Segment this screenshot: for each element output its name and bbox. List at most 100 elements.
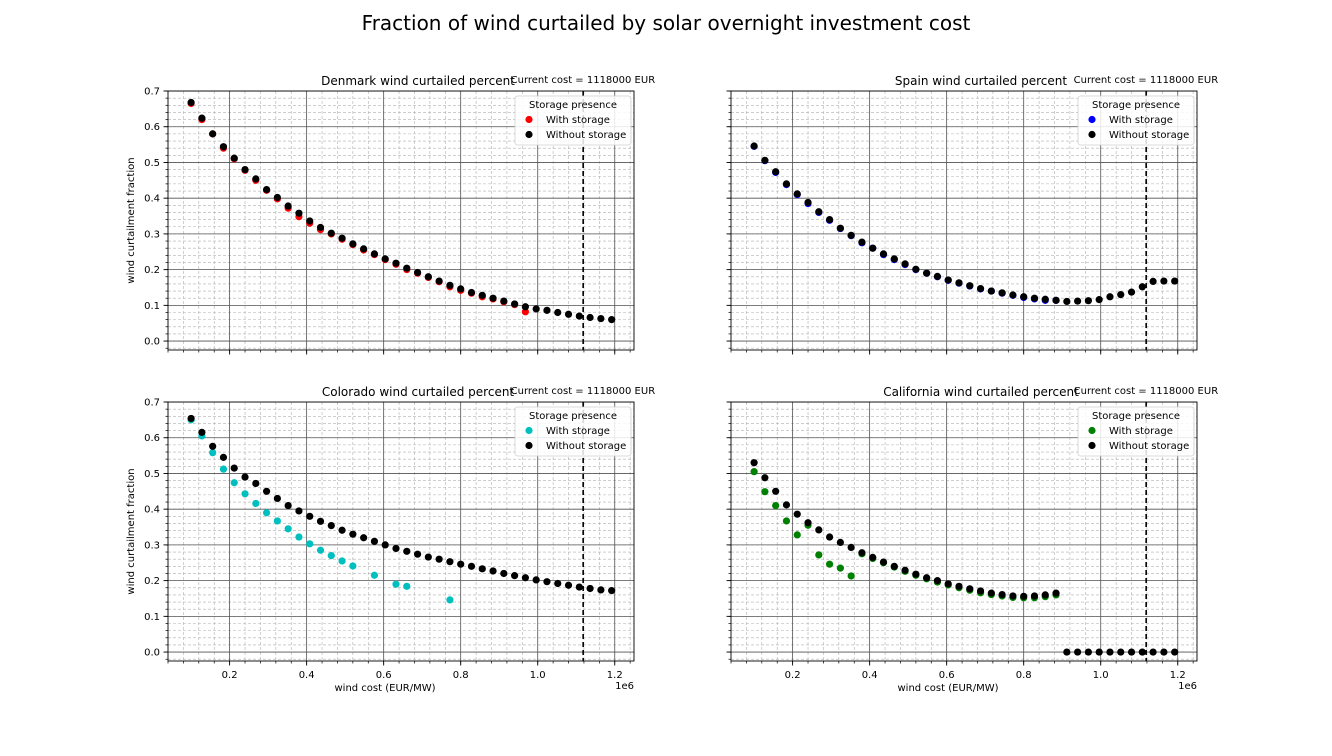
california-point-without-storage bbox=[1138, 648, 1146, 656]
denmark-point-without-storage bbox=[457, 285, 465, 293]
colorado-ylabel: wind curtailment fraction bbox=[126, 468, 137, 594]
spain-point-without-storage bbox=[804, 198, 812, 207]
denmark-legend-entry: Without storage bbox=[546, 130, 626, 141]
colorado-point-without-storage bbox=[316, 517, 325, 525]
colorado-xlabel: wind cost (EUR/MW) bbox=[334, 683, 435, 694]
colorado-point-without-storage bbox=[252, 479, 260, 488]
colorado-x-tick-label: 0.6 bbox=[376, 670, 392, 681]
california-point-without-storage bbox=[966, 585, 974, 593]
california-point-with-storage bbox=[815, 551, 823, 559]
spain-point-without-storage bbox=[1127, 288, 1136, 296]
colorado-point-without-storage bbox=[424, 553, 432, 561]
spain-point-without-storage bbox=[976, 284, 985, 293]
spain-point-without-storage bbox=[998, 289, 1006, 297]
denmark-point-without-storage bbox=[370, 250, 379, 258]
colorado-point-with-storage bbox=[230, 479, 238, 487]
colorado-y-tick-label: 0.1 bbox=[144, 612, 160, 623]
denmark-point-without-storage bbox=[306, 217, 314, 225]
denmark-point-without-storage bbox=[381, 255, 389, 263]
colorado-point-without-storage bbox=[381, 541, 389, 549]
denmark-point-without-storage bbox=[467, 288, 476, 297]
spain-point-without-storage bbox=[869, 244, 877, 252]
denmark-y-tick-label: 0.6 bbox=[144, 122, 160, 133]
denmark-point-without-storage bbox=[262, 185, 271, 194]
colorado-point-without-storage bbox=[511, 572, 519, 580]
spain-point-without-storage bbox=[1009, 291, 1017, 299]
denmark-point-without-storage bbox=[241, 165, 249, 174]
colorado-point-without-storage bbox=[500, 569, 508, 578]
figure-suptitle: Fraction of wind curtailed by solar over… bbox=[362, 11, 971, 35]
denmark-point-without-storage bbox=[349, 240, 357, 248]
colorado-point-without-storage bbox=[349, 530, 357, 538]
denmark-point-without-storage bbox=[511, 300, 519, 308]
spain-point-without-storage bbox=[987, 287, 995, 295]
spain-point-without-storage bbox=[1084, 297, 1092, 305]
spain-point-without-storage bbox=[1074, 297, 1082, 305]
spain-point-without-storage bbox=[1095, 296, 1103, 304]
denmark-point-without-storage bbox=[435, 277, 443, 285]
california-point-without-storage bbox=[923, 574, 931, 582]
colorado-point-without-storage bbox=[241, 473, 249, 481]
california-current-cost-annotation: Current cost = 1118000 EUR bbox=[1074, 386, 1219, 397]
california-point-with-storage bbox=[782, 517, 791, 525]
california-point-without-storage bbox=[750, 459, 758, 467]
denmark-point-without-storage bbox=[489, 294, 497, 302]
spain-legend-title: Storage presence bbox=[1092, 100, 1180, 111]
denmark-point-without-storage bbox=[219, 143, 228, 151]
colorado-point-with-storage bbox=[392, 580, 400, 588]
denmark-y-tick-label: 0.5 bbox=[144, 158, 160, 169]
california-point-without-storage bbox=[944, 580, 952, 588]
colorado-point-with-storage bbox=[209, 449, 217, 457]
colorado-y-tick-label: 0.4 bbox=[144, 505, 160, 516]
colorado-point-without-storage bbox=[370, 537, 379, 545]
colorado-legend-entry: With storage bbox=[546, 426, 610, 437]
california-point-without-storage bbox=[998, 590, 1006, 599]
spain-point-without-storage bbox=[1117, 291, 1125, 299]
spain-point-without-storage bbox=[1106, 293, 1114, 301]
spain-point-without-storage bbox=[890, 255, 898, 263]
colorado-legend: Storage presence With storage Without stor… bbox=[514, 406, 632, 457]
colorado-point-without-storage bbox=[413, 550, 422, 558]
colorado-point-without-storage bbox=[284, 502, 292, 510]
california-xlabel: wind cost (EUR/MW) bbox=[897, 683, 998, 694]
california-point-with-storage bbox=[772, 502, 780, 510]
spain-legend-entry: With storage bbox=[1109, 115, 1173, 126]
subplot-california: 0.2 0.4 0.6 0.8 1.0 1.2 California wind curtai… bbox=[726, 385, 1219, 694]
colorado-point-with-storage bbox=[262, 509, 271, 517]
california-point-with-storage bbox=[750, 468, 758, 476]
california-point-without-storage bbox=[1117, 648, 1125, 656]
denmark-y-tick-label: 0.0 bbox=[144, 337, 160, 348]
denmark-title: Denmark wind curtailed percent bbox=[321, 74, 515, 88]
california-title: California wind curtailed percent bbox=[883, 385, 1079, 399]
colorado-point-without-storage bbox=[586, 584, 594, 593]
colorado-legend-entry: Without storage bbox=[546, 441, 626, 452]
spain-current-cost-annotation: Current cost = 1118000 EUR bbox=[1074, 75, 1219, 86]
spain-ticks bbox=[726, 90, 1194, 355]
denmark-point-without-storage bbox=[273, 193, 281, 202]
spain-point-without-storage bbox=[793, 190, 801, 198]
california-legend: Storage presence With storage Without stor… bbox=[1077, 406, 1195, 457]
spain-point-without-storage bbox=[1149, 277, 1157, 286]
california-axes-frame bbox=[730, 401, 1198, 662]
colorado-point-with-storage bbox=[241, 490, 249, 498]
colorado-y-tick-label: 0.5 bbox=[144, 469, 160, 480]
california-point-without-storage bbox=[815, 526, 823, 534]
california-point-without-storage bbox=[1041, 591, 1049, 599]
california-point-without-storage bbox=[879, 558, 888, 566]
california-point-without-storage bbox=[1149, 648, 1157, 656]
spain-point-without-storage bbox=[858, 238, 866, 246]
spain-point-without-storage bbox=[901, 260, 909, 268]
colorado-point-with-storage bbox=[219, 465, 228, 473]
denmark-point-without-storage bbox=[564, 310, 573, 318]
spain-point-without-storage bbox=[1030, 294, 1039, 302]
california-point-with-storage bbox=[847, 572, 855, 580]
spain-point-without-storage bbox=[847, 231, 855, 239]
colorado-point-with-storage bbox=[370, 571, 379, 579]
california-point-without-storage bbox=[1052, 589, 1060, 597]
colorado-point-without-storage bbox=[360, 534, 368, 542]
california-point-with-storage bbox=[793, 531, 801, 539]
denmark-ticks: 0.0 0.1 0.2 0.3 0.4 0.5 0.6 0.7 bbox=[144, 87, 631, 355]
denmark-axes-frame bbox=[167, 90, 635, 351]
california-legend-marker bbox=[1088, 426, 1096, 435]
spain-point-without-storage bbox=[1041, 295, 1049, 303]
